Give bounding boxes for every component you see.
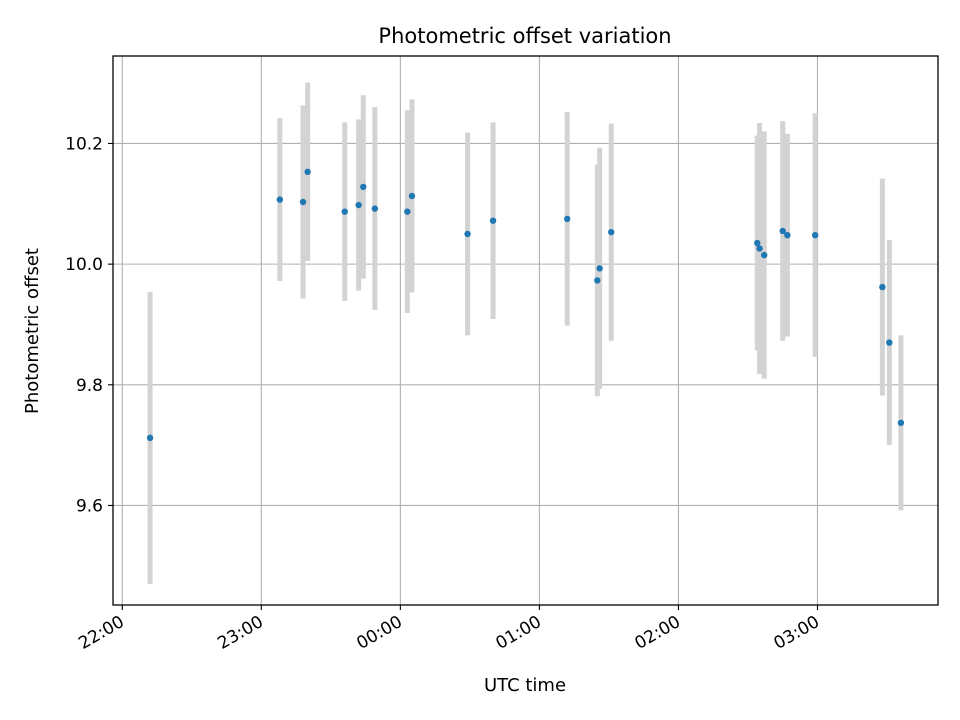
data-point: [760, 251, 768, 259]
data-points: [146, 168, 905, 442]
data-point: [404, 208, 411, 215]
y-axis-ticks: 9.6 9.8 10.0 10.2: [65, 134, 113, 516]
data-point: [464, 230, 471, 238]
data-point: [276, 196, 284, 203]
data-point: [897, 419, 905, 427]
y-tick-label: 10.0: [65, 255, 103, 275]
x-axis-label: UTC time: [484, 675, 566, 696]
plot-frame: [112, 55, 939, 606]
data-point: [341, 208, 348, 215]
data-point: [879, 283, 886, 291]
data-point: [756, 245, 763, 252]
data-point: [408, 192, 416, 200]
data-point: [779, 227, 786, 235]
data-point: [784, 231, 791, 239]
data-point: [886, 339, 893, 346]
data-point: [564, 215, 571, 223]
data-point: [608, 228, 615, 236]
data-point: [811, 231, 819, 239]
data-point: [146, 434, 154, 442]
data-point: [371, 205, 379, 212]
data-point: [355, 201, 362, 209]
data-point: [360, 183, 367, 191]
data-point: [594, 277, 601, 284]
data-point: [304, 168, 311, 176]
data-point: [299, 198, 307, 206]
y-axis-label: Photometric offset: [22, 248, 43, 414]
y-tick-label: 9.8: [76, 376, 103, 396]
y-tick-label: 9.6: [76, 496, 103, 516]
data-point: [489, 217, 497, 224]
data-point: [596, 265, 603, 272]
data-point: [754, 239, 761, 247]
chart-title: Photometric offset variation: [378, 24, 671, 48]
y-tick-label: 10.2: [65, 134, 103, 154]
